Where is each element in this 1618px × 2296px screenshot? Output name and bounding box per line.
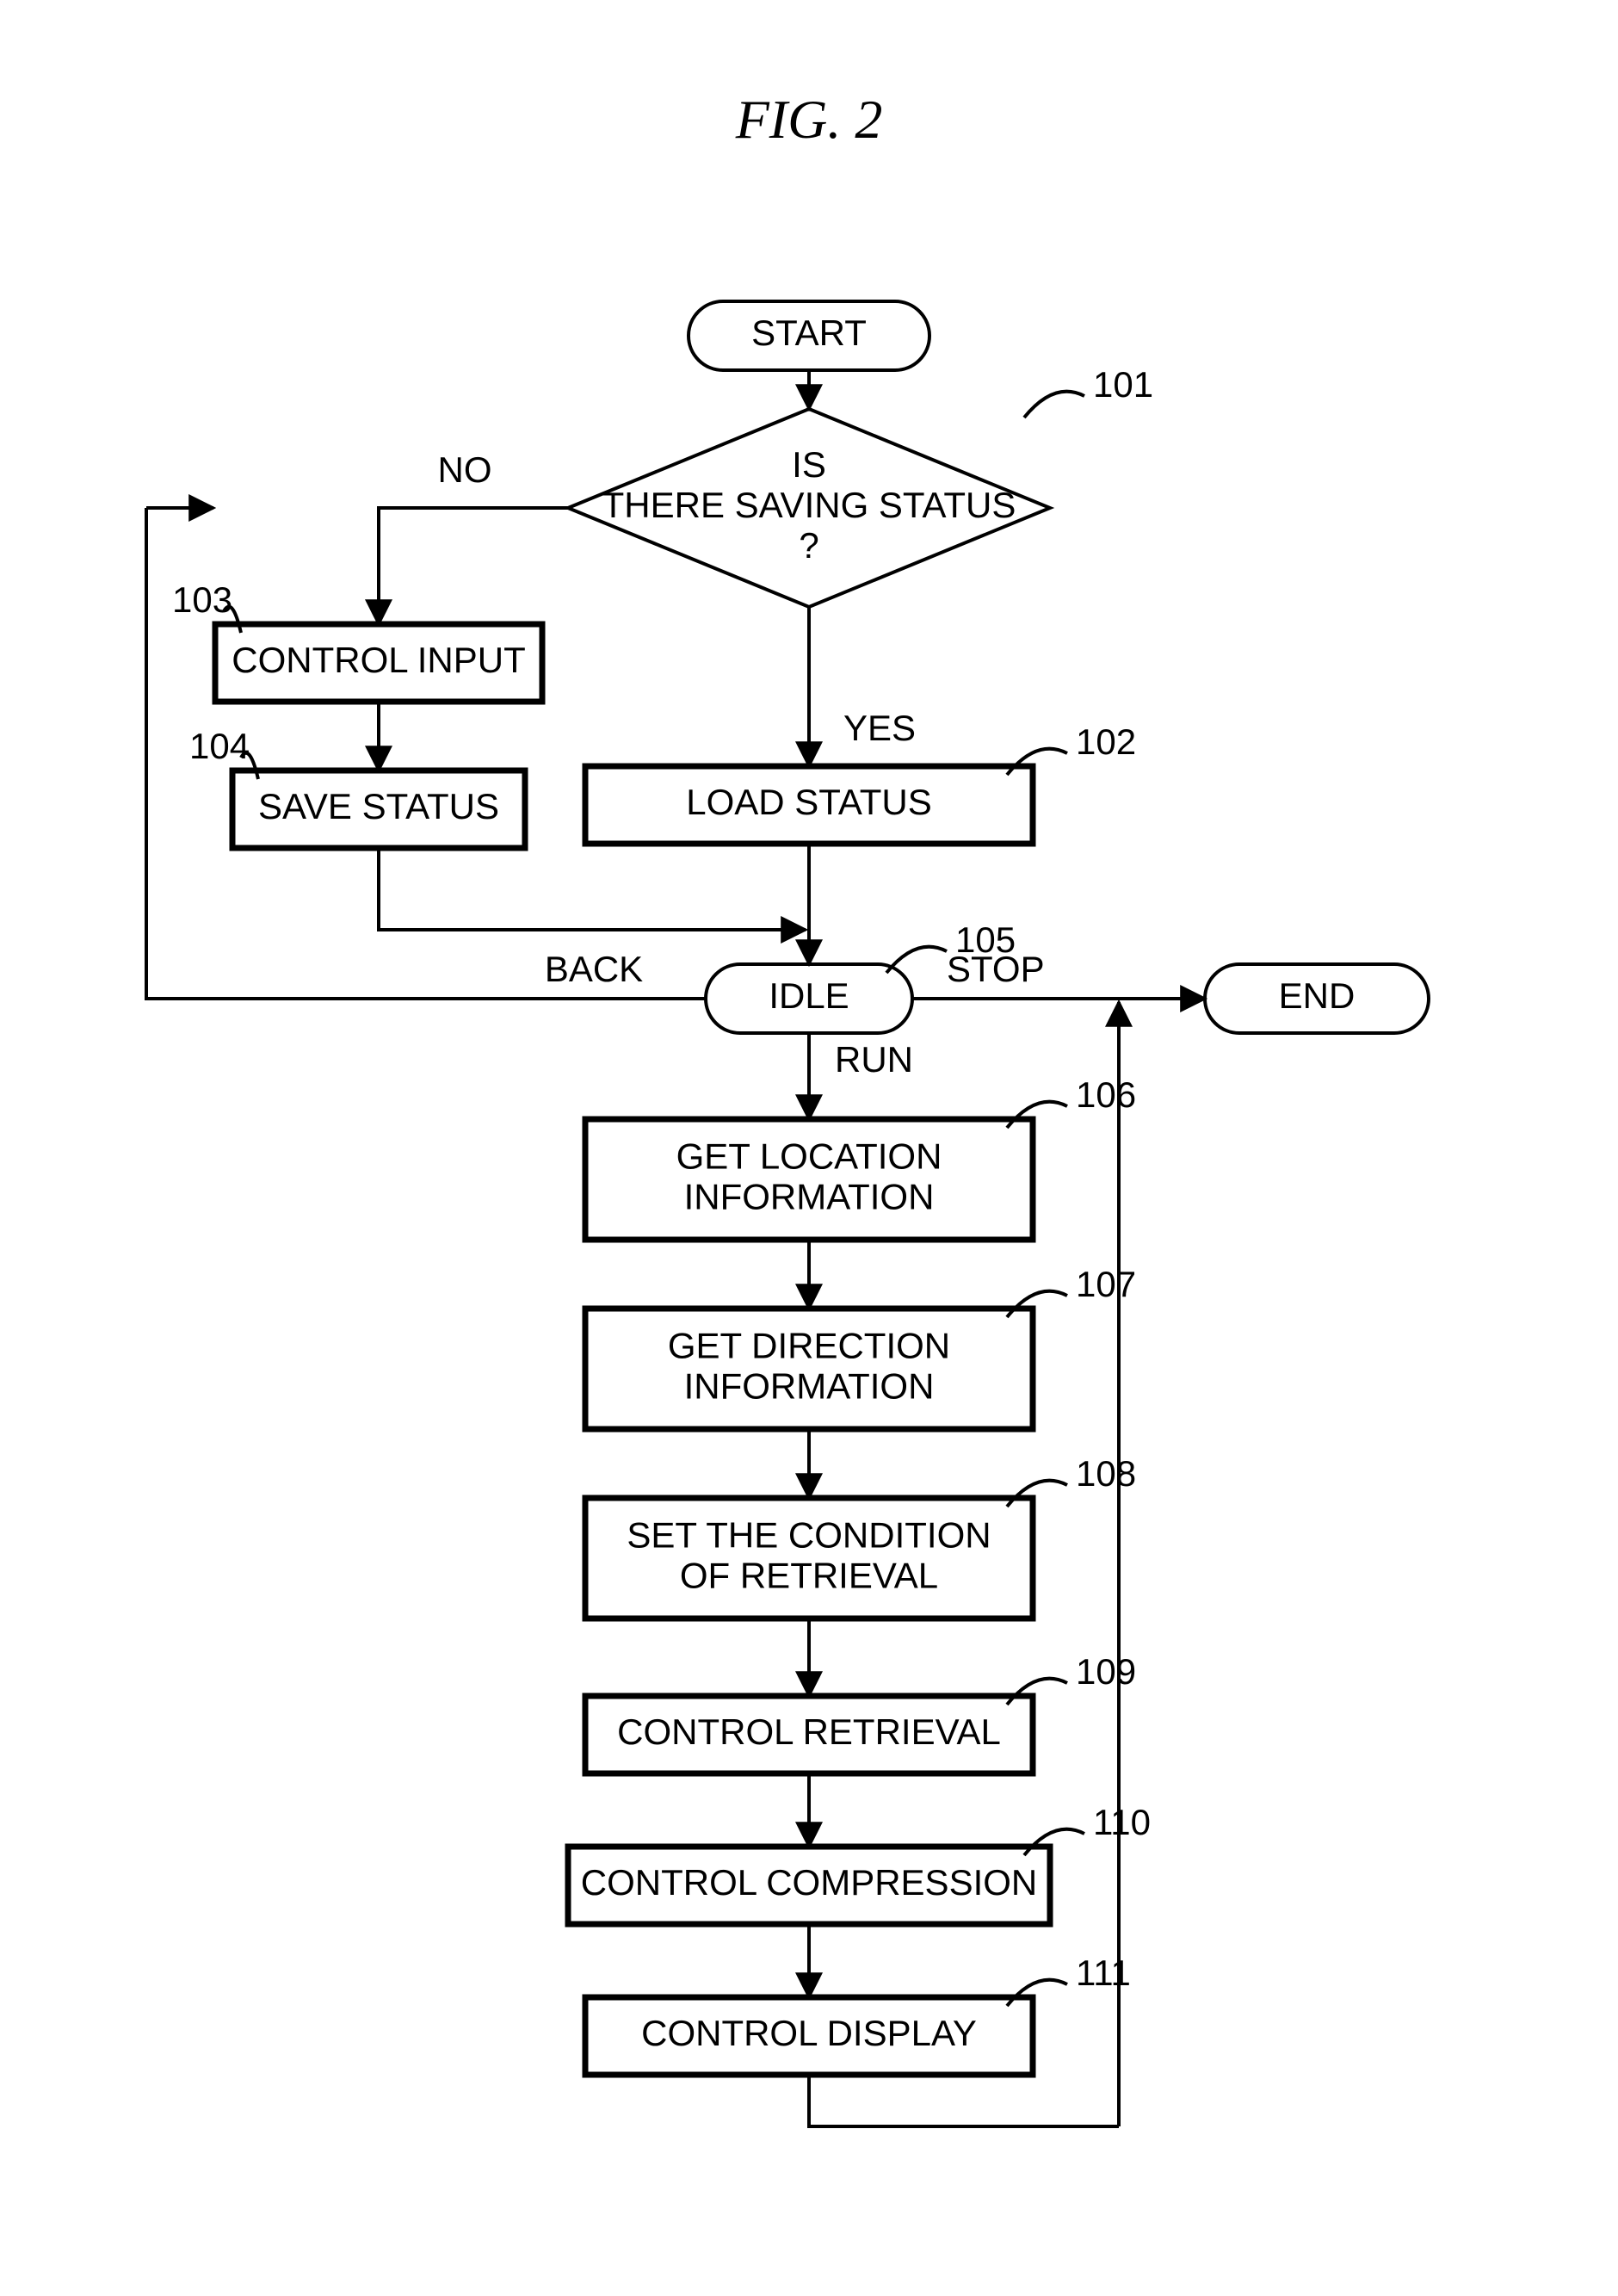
ref-label-111: 111 <box>1076 1953 1131 1993</box>
svg-text:INFORMATION: INFORMATION <box>684 1177 935 1217</box>
svg-text:THERE SAVING STATUS: THERE SAVING STATUS <box>602 485 1016 525</box>
ref-label-109: 109 <box>1076 1651 1136 1692</box>
svg-text:SET THE CONDITION: SET THE CONDITION <box>627 1515 991 1556</box>
svg-text:GET DIRECTION: GET DIRECTION <box>668 1326 950 1366</box>
svg-text:OF RETRIEVAL: OF RETRIEVAL <box>680 1556 938 1596</box>
ref-label-101: 101 <box>1093 364 1153 405</box>
ref-label-110: 110 <box>1093 1802 1151 1842</box>
ref-label-102: 102 <box>1076 721 1136 762</box>
ref-leader-107 <box>1007 1291 1067 1317</box>
ref-leader-108 <box>1007 1481 1067 1507</box>
svg-text:?: ? <box>799 525 818 566</box>
svg-text:CONTROL RETRIEVAL: CONTROL RETRIEVAL <box>617 1711 1001 1752</box>
ref-leader-110 <box>1024 1829 1084 1855</box>
ref-label-103: 103 <box>172 579 232 620</box>
ref-leader-109 <box>1007 1679 1067 1705</box>
ref-leader-111 <box>1007 1980 1067 2006</box>
flow-edge <box>379 848 806 930</box>
svg-text:END: END <box>1279 975 1356 1016</box>
svg-text:IDLE: IDLE <box>769 975 849 1016</box>
ref-label-106: 106 <box>1076 1074 1136 1115</box>
svg-text:CONTROL DISPLAY: CONTROL DISPLAY <box>641 2013 977 2053</box>
svg-text:GET LOCATION: GET LOCATION <box>676 1136 942 1177</box>
ref-label-108: 108 <box>1076 1453 1136 1494</box>
svg-text:SAVE STATUS: SAVE STATUS <box>258 786 499 826</box>
svg-text:IS: IS <box>792 444 826 485</box>
svg-text:CONTROL INPUT: CONTROL INPUT <box>232 640 525 680</box>
flowchart-figure: FIG. 2 START END ISTHERE SAVING STATUS? 101 C… <box>0 0 1618 2296</box>
edge-label-stop: STOP <box>947 949 1045 989</box>
ref-leader-102 <box>1007 749 1067 775</box>
svg-text:LOAD STATUS: LOAD STATUS <box>686 782 932 822</box>
ref-label-104: 104 <box>189 726 250 766</box>
ref-leader-106 <box>1007 1102 1067 1128</box>
flow-edge <box>379 508 568 624</box>
edge-label-yes: YES <box>843 708 916 748</box>
svg-text:CONTROL COMPRESSION: CONTROL COMPRESSION <box>581 1862 1038 1903</box>
edge-label-run: RUN <box>835 1039 913 1080</box>
edge-label-back: BACK <box>545 949 643 989</box>
ref-leader-101 <box>1024 392 1084 418</box>
edge-label-no: NO <box>438 449 492 490</box>
flow-edge <box>809 2075 1119 2126</box>
svg-text:INFORMATION: INFORMATION <box>684 1366 935 1407</box>
figure-title: FIG. 2 <box>735 89 883 150</box>
ref-label-107: 107 <box>1076 1264 1136 1304</box>
svg-text:START: START <box>751 313 867 353</box>
